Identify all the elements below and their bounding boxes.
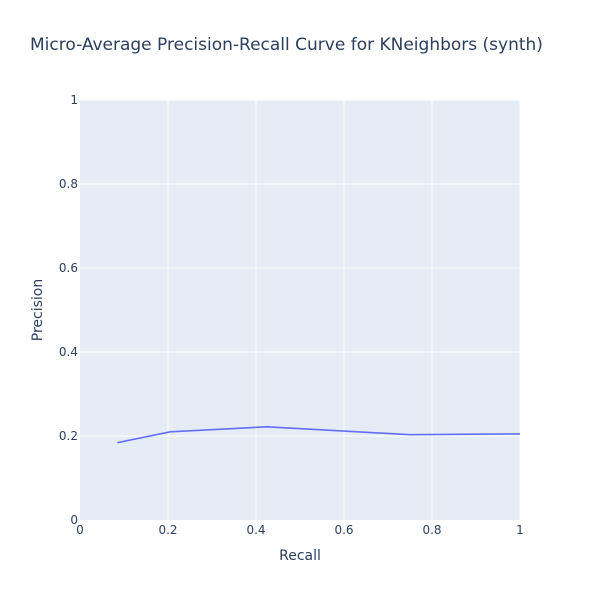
x-tick-label: 0.6 bbox=[334, 523, 353, 537]
plot-area bbox=[80, 100, 520, 520]
x-tick-label: 1 bbox=[516, 523, 524, 537]
y-tick-label: 0 bbox=[70, 513, 78, 527]
y-axis-title: Precision bbox=[30, 279, 46, 341]
y-tick-label: 0.2 bbox=[59, 429, 78, 443]
x-tick-label: 0.2 bbox=[158, 523, 177, 537]
x-tick-labels: 0 0.2 0.4 0.6 0.8 1 bbox=[76, 523, 524, 537]
y-tick-label: 1 bbox=[70, 93, 78, 107]
y-tick-label: 0.6 bbox=[59, 261, 78, 275]
x-tick-label: 0 bbox=[76, 523, 84, 537]
chart-title: Micro-Average Precision-Recall Curve for… bbox=[30, 35, 543, 55]
y-tick-labels: 0 0.2 0.4 0.6 0.8 1 bbox=[59, 93, 78, 527]
y-tick-label: 0.8 bbox=[59, 177, 78, 191]
x-axis-title: Recall bbox=[279, 548, 321, 564]
y-tick-label: 0.4 bbox=[59, 345, 78, 359]
pr-curve-line bbox=[117, 425, 521, 444]
x-tick-label: 0.4 bbox=[246, 523, 265, 537]
x-tick-label: 0.8 bbox=[422, 523, 441, 537]
series-layer bbox=[117, 425, 521, 444]
